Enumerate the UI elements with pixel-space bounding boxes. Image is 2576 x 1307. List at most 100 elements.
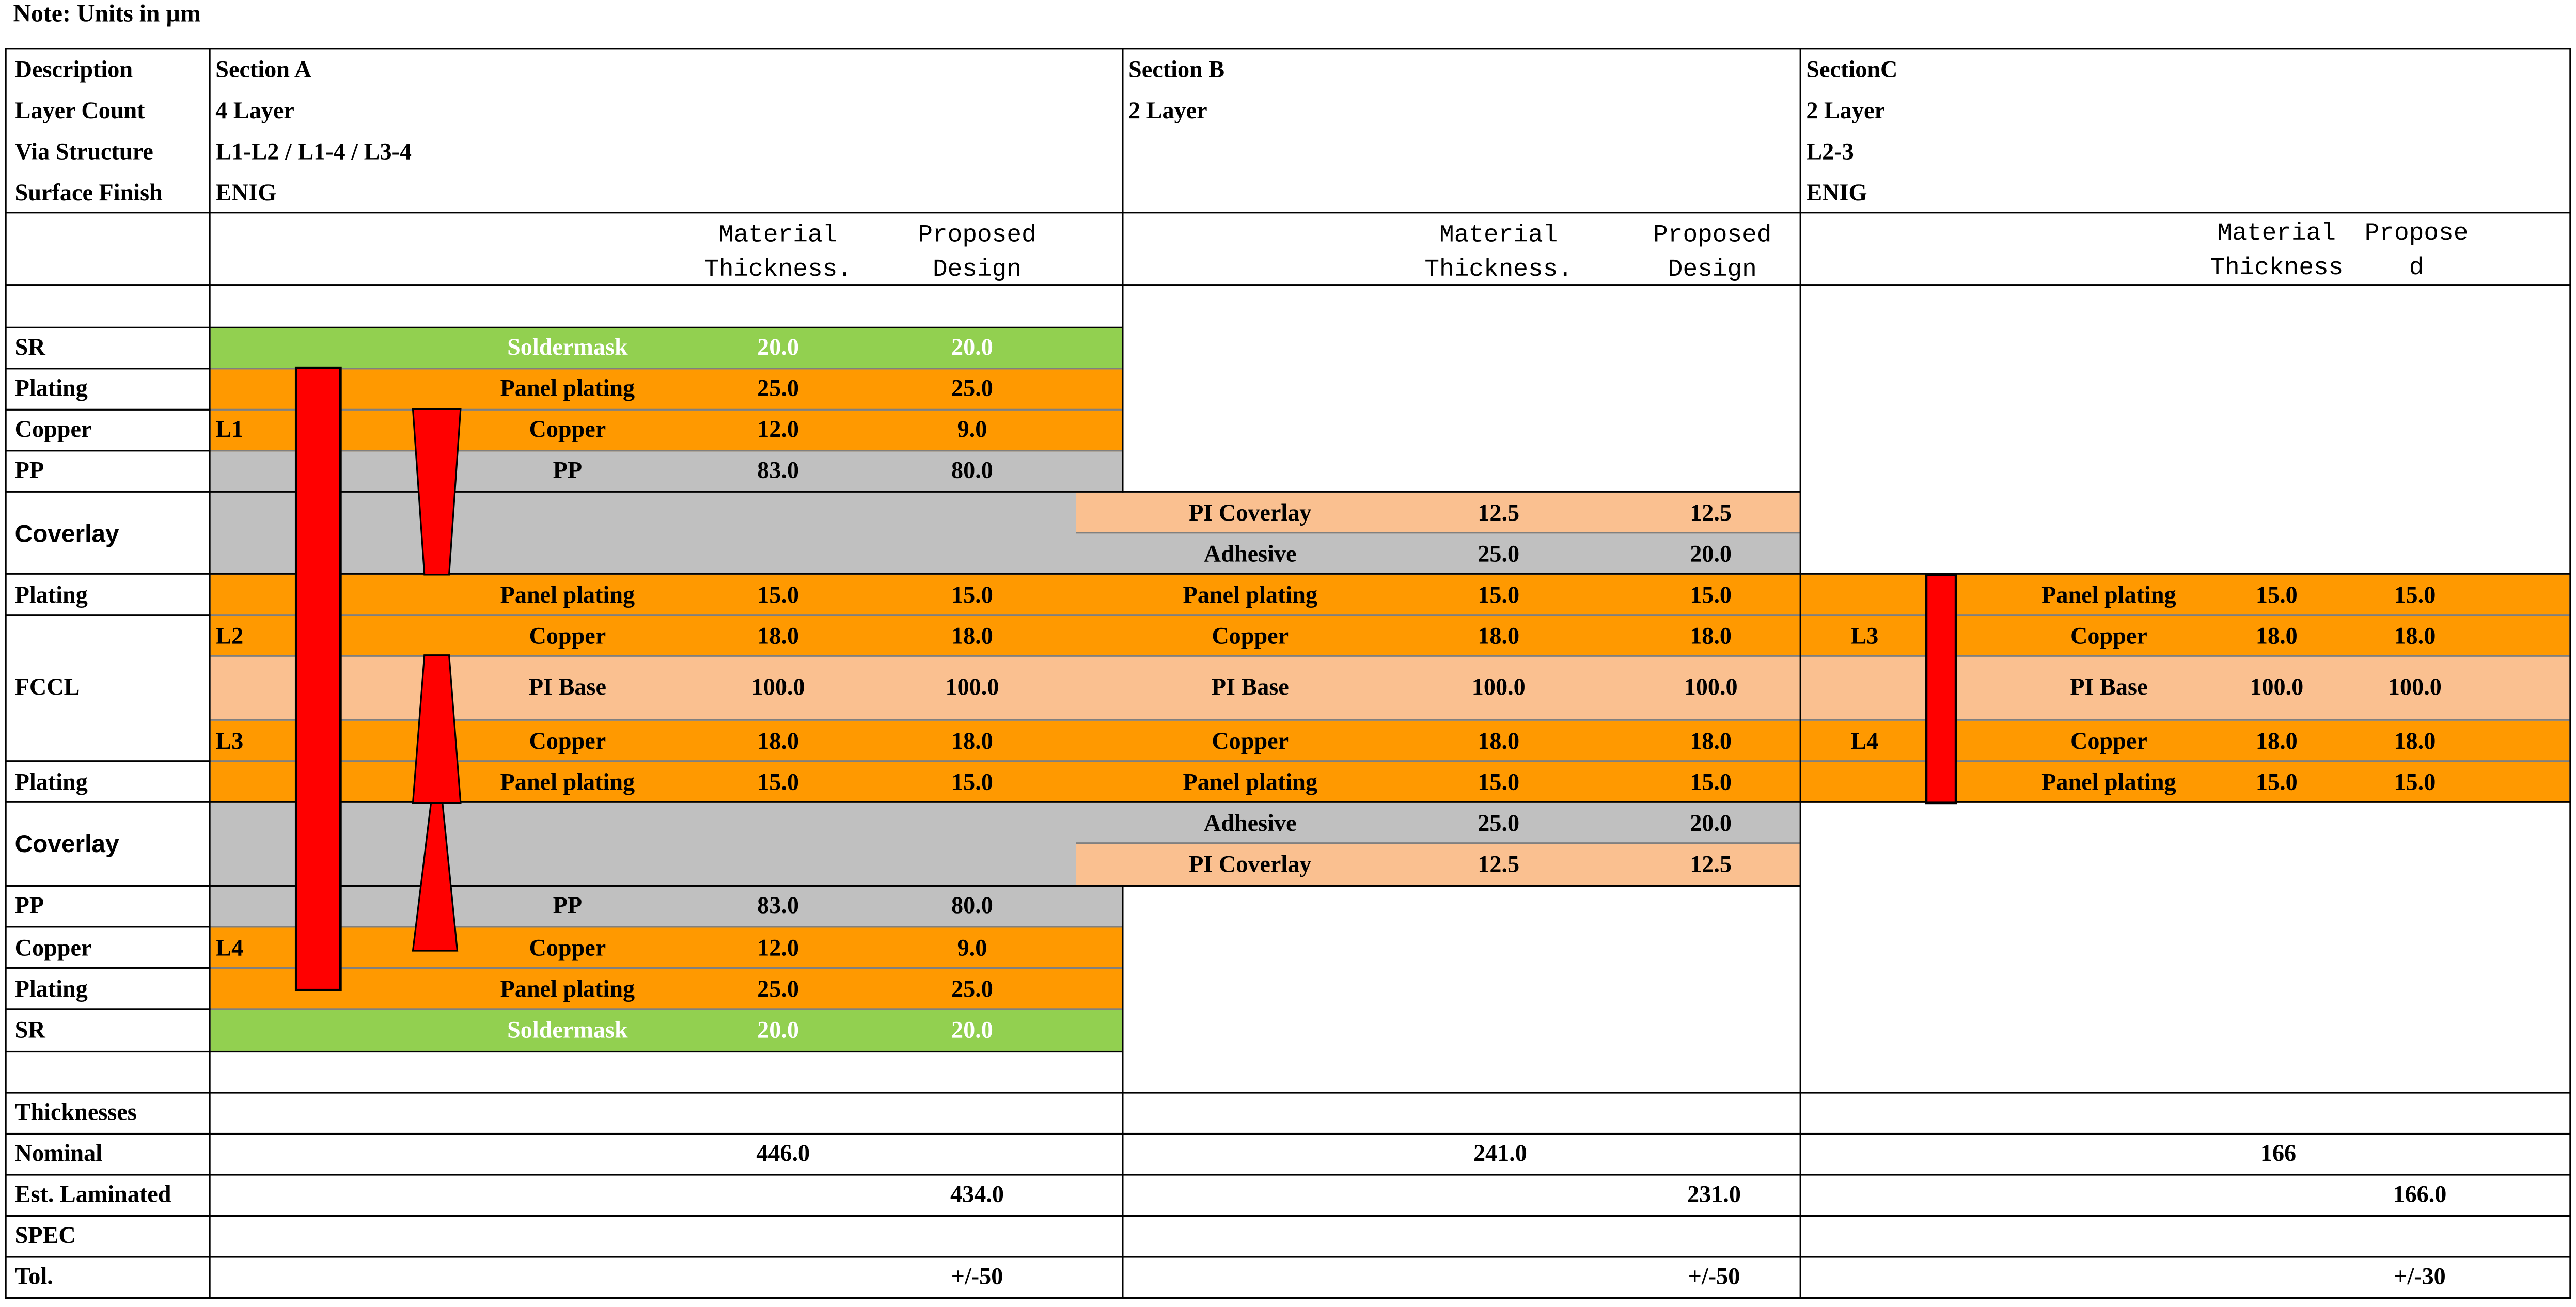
b-plating-bottom-material: 15.0 <box>1478 770 1520 797</box>
grid-line <box>5 1092 2571 1094</box>
a-pp-bottom-name: PP <box>553 893 583 920</box>
a-material-thickness-header: Material Thickness. <box>704 222 852 285</box>
a-pp-top-name: PP <box>553 458 583 484</box>
through-hole-via-a <box>294 366 342 991</box>
a-copper-l2-material: 18.0 <box>757 624 799 651</box>
c-pi-base-material: 100.0 <box>2250 674 2304 701</box>
b-pi-coverlay-top-proposed: 12.5 <box>1690 500 1732 527</box>
grid-line <box>5 885 1801 887</box>
b-adhesive-top-material: 25.0 <box>1478 542 1520 569</box>
a-plating-top-name: Panel plating <box>500 376 635 403</box>
a-soldermask-top-name: Soldermask <box>507 335 628 361</box>
b-pi-base-name: PI Base <box>1211 674 1289 701</box>
grid-line <box>1076 532 1800 534</box>
grid-line <box>5 491 1801 493</box>
a-laminated-value: 434.0 <box>950 1182 1004 1209</box>
a-copper-l2-name: Copper <box>529 624 606 651</box>
buried-via-l3-l4-top <box>412 654 462 804</box>
a-copper-l3-name: Copper <box>529 729 606 755</box>
a-pp-top-material: 83.0 <box>757 458 799 484</box>
thicknesses-label: Thicknesses <box>14 1100 137 1127</box>
b-adhesive-top-name: Adhesive <box>1203 542 1297 569</box>
est-laminated-label: Est. Laminated <box>14 1182 171 1209</box>
b-pi-coverlay-top-name: PI Coverlay <box>1189 500 1312 527</box>
b-plating-top-name: Panel plating <box>1183 582 1317 609</box>
layer-count-label: Layer Count <box>14 98 145 125</box>
row-label-pp: PP <box>14 458 44 484</box>
grid-line <box>5 760 211 762</box>
grid-line <box>5 1050 1124 1053</box>
b-adhesive-top-proposed: 20.0 <box>1690 542 1732 569</box>
b-plating-top-proposed: 15.0 <box>1690 582 1732 609</box>
c-plating-bottom-proposed: 15.0 <box>2394 770 2436 797</box>
b-proposed-design-header: Proposed Design <box>1653 222 1772 285</box>
fill-a-copper-top <box>210 410 1122 452</box>
a-plating-bottom-name: Panel plating <box>500 977 635 1003</box>
fill-a-copper-bottom <box>210 927 1122 969</box>
a-copper-top-material: 12.0 <box>757 417 799 444</box>
grid-line <box>5 1297 2571 1299</box>
b-pi-coverlay-bottom-proposed: 12.5 <box>1690 852 1732 879</box>
b-copper-top-name: Copper <box>1212 624 1289 651</box>
a-pi-base-material: 100.0 <box>751 674 805 701</box>
a-soldermask-top-proposed: 20.0 <box>951 335 993 361</box>
a-copper-bottom-name: Copper <box>529 936 606 963</box>
section-b-title: Section B <box>1128 57 1225 84</box>
a-pp-top-proposed: 80.0 <box>951 458 993 484</box>
fill-ab-plating-inner-bottom <box>210 762 1800 803</box>
layer-tag-l3: L3 <box>215 729 244 755</box>
blind-via-l1-l2 <box>412 408 462 576</box>
nominal-label: Nominal <box>14 1141 103 1168</box>
fill-ab-pi-base <box>210 656 1800 721</box>
c-copper-top-name: Copper <box>2070 624 2147 651</box>
b-pi-base-material: 100.0 <box>1471 674 1526 701</box>
b-copper-bottom-name: Copper <box>1212 729 1289 755</box>
grid-line <box>5 284 2571 286</box>
grid-line <box>5 573 2571 575</box>
a-pp-bottom-proposed: 80.0 <box>951 893 993 920</box>
a-copper-l3-material: 18.0 <box>757 729 799 755</box>
grid-line <box>210 655 2570 657</box>
a-plating-top-proposed: 25.0 <box>951 376 993 403</box>
a-plating-inner-bottom-name: Panel plating <box>500 770 635 797</box>
a-copper-bottom-material: 12.0 <box>757 936 799 963</box>
description-label: Description <box>14 57 133 84</box>
row-label-fccl: FCCL <box>14 674 80 701</box>
grid-line <box>210 408 1122 411</box>
fill-a-pp-top <box>210 451 1122 493</box>
a-pi-base-name: PI Base <box>528 674 606 701</box>
a-copper-top-name: Copper <box>529 417 606 444</box>
grid-line <box>209 48 211 1299</box>
row-label-coverlay: Coverlay <box>14 830 119 859</box>
c-plating-top-name: Panel plating <box>2041 582 2176 609</box>
b-plating-bottom-name: Panel plating <box>1183 770 1317 797</box>
grid-line <box>1122 885 1124 1299</box>
section-a-layer-count: 4 Layer <box>215 98 294 125</box>
a-plating-top-material: 25.0 <box>757 376 799 403</box>
grid-line <box>210 926 1122 928</box>
b-copper-bottom-material: 18.0 <box>1478 729 1520 755</box>
b-adhesive-bottom-name: Adhesive <box>1203 811 1297 838</box>
grid-line <box>5 408 211 411</box>
a-copper-l2-proposed: 18.0 <box>951 624 993 651</box>
grid-line <box>5 48 2571 50</box>
a-pp-bottom-material: 83.0 <box>757 893 799 920</box>
grid-line <box>5 801 2571 803</box>
row-label-sr: SR <box>14 335 45 361</box>
b-laminated-value: 231.0 <box>1687 1182 1741 1209</box>
section-b-layer-count: 2 Layer <box>1128 98 1207 125</box>
grid-line <box>2569 48 2571 1299</box>
c-plating-top-material: 15.0 <box>2255 582 2298 609</box>
a-plating-bottom-material: 25.0 <box>757 977 799 1003</box>
b-plating-bottom-proposed: 15.0 <box>1690 770 1732 797</box>
c-copper-top-proposed: 18.0 <box>2394 624 2436 651</box>
a-plating-bottom-proposed: 25.0 <box>951 977 993 1003</box>
row-label-pp: PP <box>14 893 44 920</box>
row-label-copper: Copper <box>14 417 92 444</box>
section-c-layer-count: 2 Layer <box>1806 98 1885 125</box>
fill-a-soldermask-top <box>210 328 1122 370</box>
grid-line <box>5 614 211 616</box>
section-a-via-structure: L1-L2 / L1-4 / L3-4 <box>215 139 412 166</box>
